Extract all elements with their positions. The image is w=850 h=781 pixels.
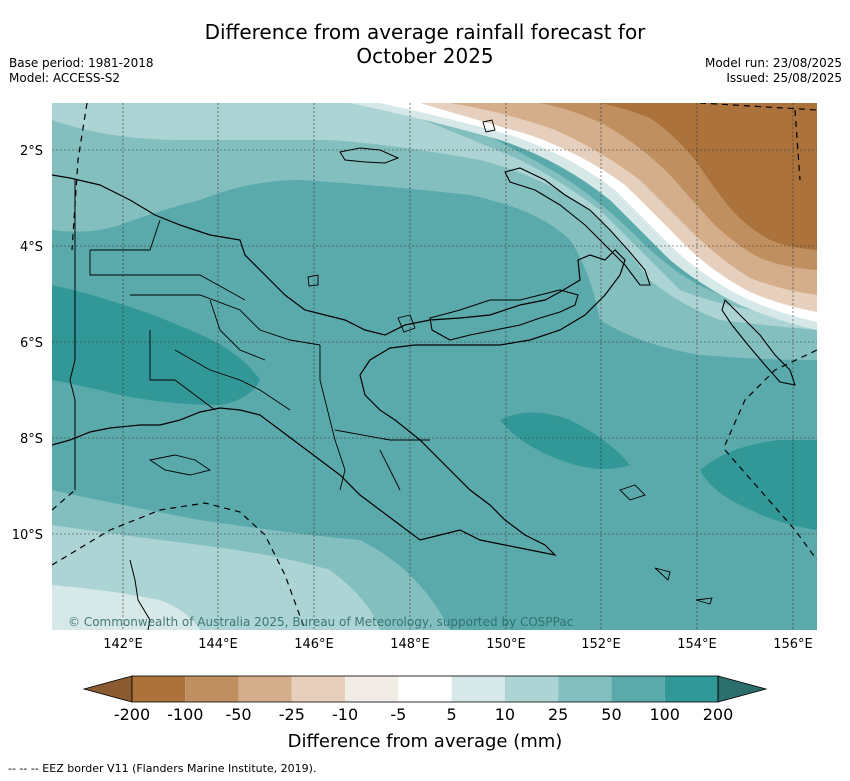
coastline-bougainville (721, 298, 796, 386)
colorbar-swatch-neg10_neg5 (345, 676, 399, 702)
lon-tick-150e: 150°E (486, 637, 526, 652)
border-line (69, 180, 76, 490)
lat-tick-10s: 10°S (12, 528, 43, 543)
eez-footnote: -- -- -- EEZ border V11 (Flanders Marine… (8, 762, 317, 775)
coastline-australia (129, 559, 151, 630)
colorbar-tick-label: 100 (649, 705, 680, 724)
colorbar-tick-label: -10 (332, 705, 359, 724)
lon-tick-148e: 148°E (390, 637, 430, 652)
lon-tick-152e: 152°E (581, 637, 621, 652)
lon-tick-labels: 142°E 144°E 146°E 148°E 150°E 152°E 154°… (103, 637, 813, 652)
colorbar-swatch-neg100_neg50 (185, 676, 239, 702)
lon-tick-154e: 154°E (677, 637, 717, 652)
colorbar-tick-label: 10 (494, 705, 516, 724)
colorbar-swatch-neg50_neg25 (238, 676, 292, 702)
lat-tick-8s: 8°S (20, 432, 43, 447)
title-line-2: October 2025 (356, 44, 494, 68)
chart-title: Difference from average rainfall forecas… (0, 20, 850, 68)
field-100-200-central (500, 412, 630, 469)
colorbar-tick-label: -5 (390, 705, 407, 724)
colorbar-swatch-10_25 (504, 676, 559, 702)
meta-right: Model run: 23/08/2025 Issued: 25/08/2025 (705, 56, 842, 86)
provincial-borders (89, 219, 430, 491)
colorbar-swatch-neg200_neg100 (132, 676, 186, 702)
colorbar-tick-label: 25 (547, 705, 569, 724)
colorbar-swatch-5_10 (451, 676, 505, 702)
coastline-new-britain (429, 289, 579, 341)
lon-tick-156e: 156°E (773, 637, 813, 652)
colorbar-extend-high (717, 675, 768, 703)
colorbar-tick-label: 5 (446, 705, 457, 724)
small-islands (307, 119, 713, 605)
colorbar-tick-label: 50 (601, 705, 622, 724)
colorbar-tick-label: -50 (225, 705, 252, 724)
coastline-new-ireland (504, 167, 651, 286)
title-line-1: Difference from average rainfall forecas… (204, 20, 646, 44)
lon-tick-146e: 146°E (294, 637, 334, 652)
lat-tick-labels: 2°S 4°S 6°S 8°S 10°S (12, 144, 43, 543)
colorbar-swatch-50_100 (611, 676, 665, 702)
lon-tick-144e: 144°E (198, 637, 238, 652)
issued-date: Issued: 25/08/2025 (726, 71, 842, 85)
colorbar-border (131, 675, 719, 703)
field-5-10-south (52, 585, 200, 630)
coastline-manus (339, 147, 400, 164)
colorbar-tick-label: 200 (702, 705, 734, 724)
field-neg100-neg200 (600, 103, 817, 250)
colorbar-title: Difference from average (mm) (287, 731, 563, 752)
copyright-text: © Commonwealth of Australia 2025, Bureau… (68, 615, 573, 629)
lat-tick-6s: 6°S (20, 336, 43, 351)
model-run: Model run: 23/08/2025 (704, 56, 842, 70)
colorbar (82, 675, 768, 703)
colorbar-swatch-100_200 (664, 676, 718, 702)
lat-tick-4s: 4°S (20, 240, 43, 255)
colorbar-tick-label: -200 (113, 705, 151, 724)
colorbar-tick-label: -100 (167, 705, 204, 724)
colorbar-tick-label: -25 (278, 705, 305, 724)
colorbar-swatch-neg25_neg10 (291, 676, 346, 702)
colorbar-extend-low (82, 675, 133, 703)
base-period: Base period: 1981-2018 (9, 56, 154, 70)
meta-left: Base period: 1981-2018 Model: ACCESS-S2 (9, 56, 154, 86)
coastline-mainland (52, 174, 626, 556)
coastline-fly-delta (148, 454, 212, 476)
eez-borders (52, 103, 817, 630)
field-10-25-north (52, 103, 817, 330)
lat-tick-2s: 2°S (20, 144, 43, 159)
field-100-200-east (700, 440, 817, 530)
field-100-200-west (52, 285, 260, 405)
gridlines (52, 103, 817, 630)
colorbar-swatch-neg5_5 (398, 676, 452, 702)
colorbar-swatch-25_50 (558, 676, 612, 702)
field-25-50-north (52, 103, 817, 360)
lon-tick-142e: 142°E (103, 637, 143, 652)
map-area: © Commonwealth of Australia 2025, Bureau… (52, 103, 817, 630)
model-name: Model: ACCESS-S2 (9, 71, 121, 85)
